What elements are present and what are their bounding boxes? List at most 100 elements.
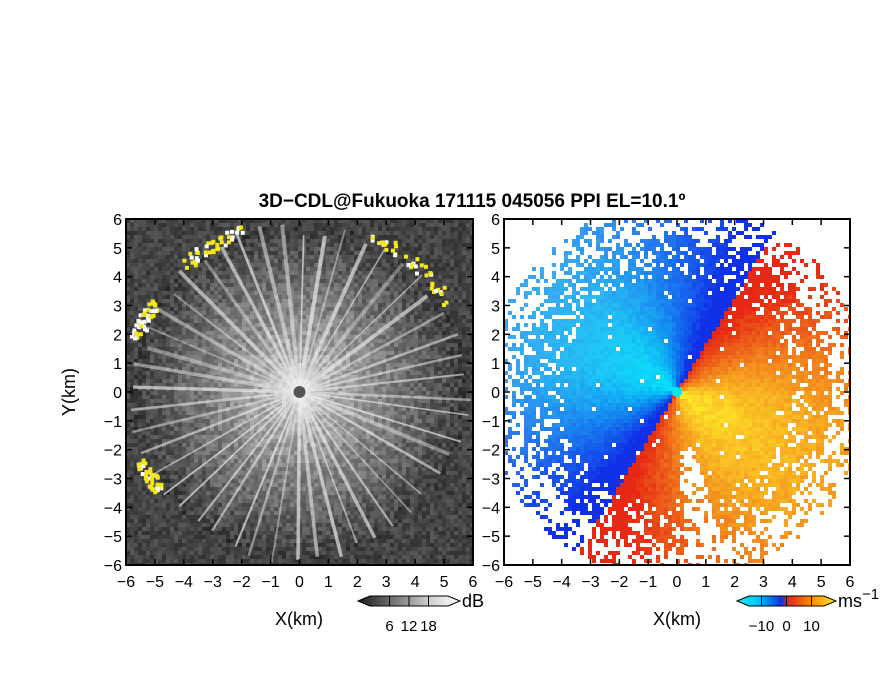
snr-cell xyxy=(334,379,338,383)
snr-cell xyxy=(190,339,194,343)
snr-cell xyxy=(378,259,382,263)
snr-cell xyxy=(398,363,402,367)
snr-cell xyxy=(402,371,406,375)
snr-cell xyxy=(226,327,230,331)
snr-cell xyxy=(470,231,473,235)
snr-cell xyxy=(226,275,230,279)
snr-cell xyxy=(178,439,182,443)
snr-cell xyxy=(166,303,170,307)
snr-cell xyxy=(314,251,318,255)
snr-cell xyxy=(454,379,458,383)
snr-cell xyxy=(386,355,390,359)
snr-cell xyxy=(202,411,206,415)
snr-cell xyxy=(338,255,342,259)
snr-cell xyxy=(258,311,262,315)
snr-cell xyxy=(358,351,362,355)
snr-cell xyxy=(410,427,414,431)
snr-cell xyxy=(342,323,346,327)
snr-cell xyxy=(166,307,170,311)
snr-cell xyxy=(418,259,422,263)
snr-cell xyxy=(454,351,458,355)
snr-cell xyxy=(174,311,178,315)
snr-cell xyxy=(170,319,174,323)
snr-cell xyxy=(138,275,142,279)
snr-cell xyxy=(234,427,238,431)
snr-cell xyxy=(142,223,146,227)
snr-cell xyxy=(130,223,134,227)
snr-cell xyxy=(458,219,462,223)
snr-cell xyxy=(330,347,334,351)
snr-cell xyxy=(234,391,238,395)
snr-cell xyxy=(422,423,426,427)
snr-cell xyxy=(202,279,206,283)
snr-cell xyxy=(286,243,290,247)
snr-cell xyxy=(210,319,214,323)
snr-cell xyxy=(262,419,266,423)
snr-cell xyxy=(126,411,130,415)
snr-cell xyxy=(266,303,270,307)
snr-cell xyxy=(126,311,130,315)
snr-cell xyxy=(410,223,414,227)
snr-cell xyxy=(218,363,222,367)
snr-cell xyxy=(370,251,374,255)
snr-cell xyxy=(242,427,246,431)
snr-cell xyxy=(438,303,442,307)
snr-cell xyxy=(298,259,302,263)
snr-cell xyxy=(374,227,378,231)
snr-cell xyxy=(182,327,186,331)
snr-cell xyxy=(406,235,410,239)
snr-cell xyxy=(306,415,310,419)
snr-cell xyxy=(182,359,186,363)
snr-cell xyxy=(414,391,418,395)
snr-cell xyxy=(306,235,310,239)
snr-cell xyxy=(434,363,438,367)
snr-cell xyxy=(154,219,158,223)
snr-cell xyxy=(170,379,174,383)
snr-cell xyxy=(234,295,238,299)
snr-cell xyxy=(274,275,278,279)
snr-cell xyxy=(302,295,306,299)
snr-cell xyxy=(146,279,150,283)
snr-cell xyxy=(158,251,162,255)
snr-cell xyxy=(238,399,242,403)
snr-cell xyxy=(158,235,162,239)
snr-cell xyxy=(250,351,254,355)
snr-cell xyxy=(286,303,290,307)
snr-cell xyxy=(362,423,366,427)
snr-cell xyxy=(278,323,282,327)
snr-cell xyxy=(238,307,242,311)
snr-cell xyxy=(406,339,410,343)
snr-cell xyxy=(438,327,442,331)
snr-cell xyxy=(402,383,406,387)
snr-cell xyxy=(326,427,330,431)
snr-cell xyxy=(198,259,202,263)
snr-cell xyxy=(298,283,302,287)
snr-cell xyxy=(426,331,430,335)
snr-cell xyxy=(126,231,130,235)
snr-cell xyxy=(454,403,458,407)
snr-cell xyxy=(458,267,462,271)
snr-cell xyxy=(314,427,318,431)
snr-cell xyxy=(182,419,186,423)
snr-cell xyxy=(346,227,350,231)
snr-cell xyxy=(354,431,358,435)
snr-cell xyxy=(170,227,174,231)
snr-cell xyxy=(206,271,210,275)
snr-cell xyxy=(182,331,186,335)
snr-cell xyxy=(354,443,358,447)
snr-cell xyxy=(266,243,270,247)
snr-cell xyxy=(422,379,426,383)
snr-cell xyxy=(290,303,294,307)
snr-cell xyxy=(338,315,342,319)
snr-cell xyxy=(166,363,170,367)
snr-cell xyxy=(358,371,362,375)
snr-cell xyxy=(278,231,282,235)
snr-cell xyxy=(370,319,374,323)
snr-cell xyxy=(198,423,202,427)
snr-cell xyxy=(186,407,190,411)
snr-cell xyxy=(190,271,194,275)
snr-cell xyxy=(446,235,450,239)
snr-cell xyxy=(386,363,390,367)
snr-cell xyxy=(462,319,466,323)
snr-cell xyxy=(354,391,358,395)
